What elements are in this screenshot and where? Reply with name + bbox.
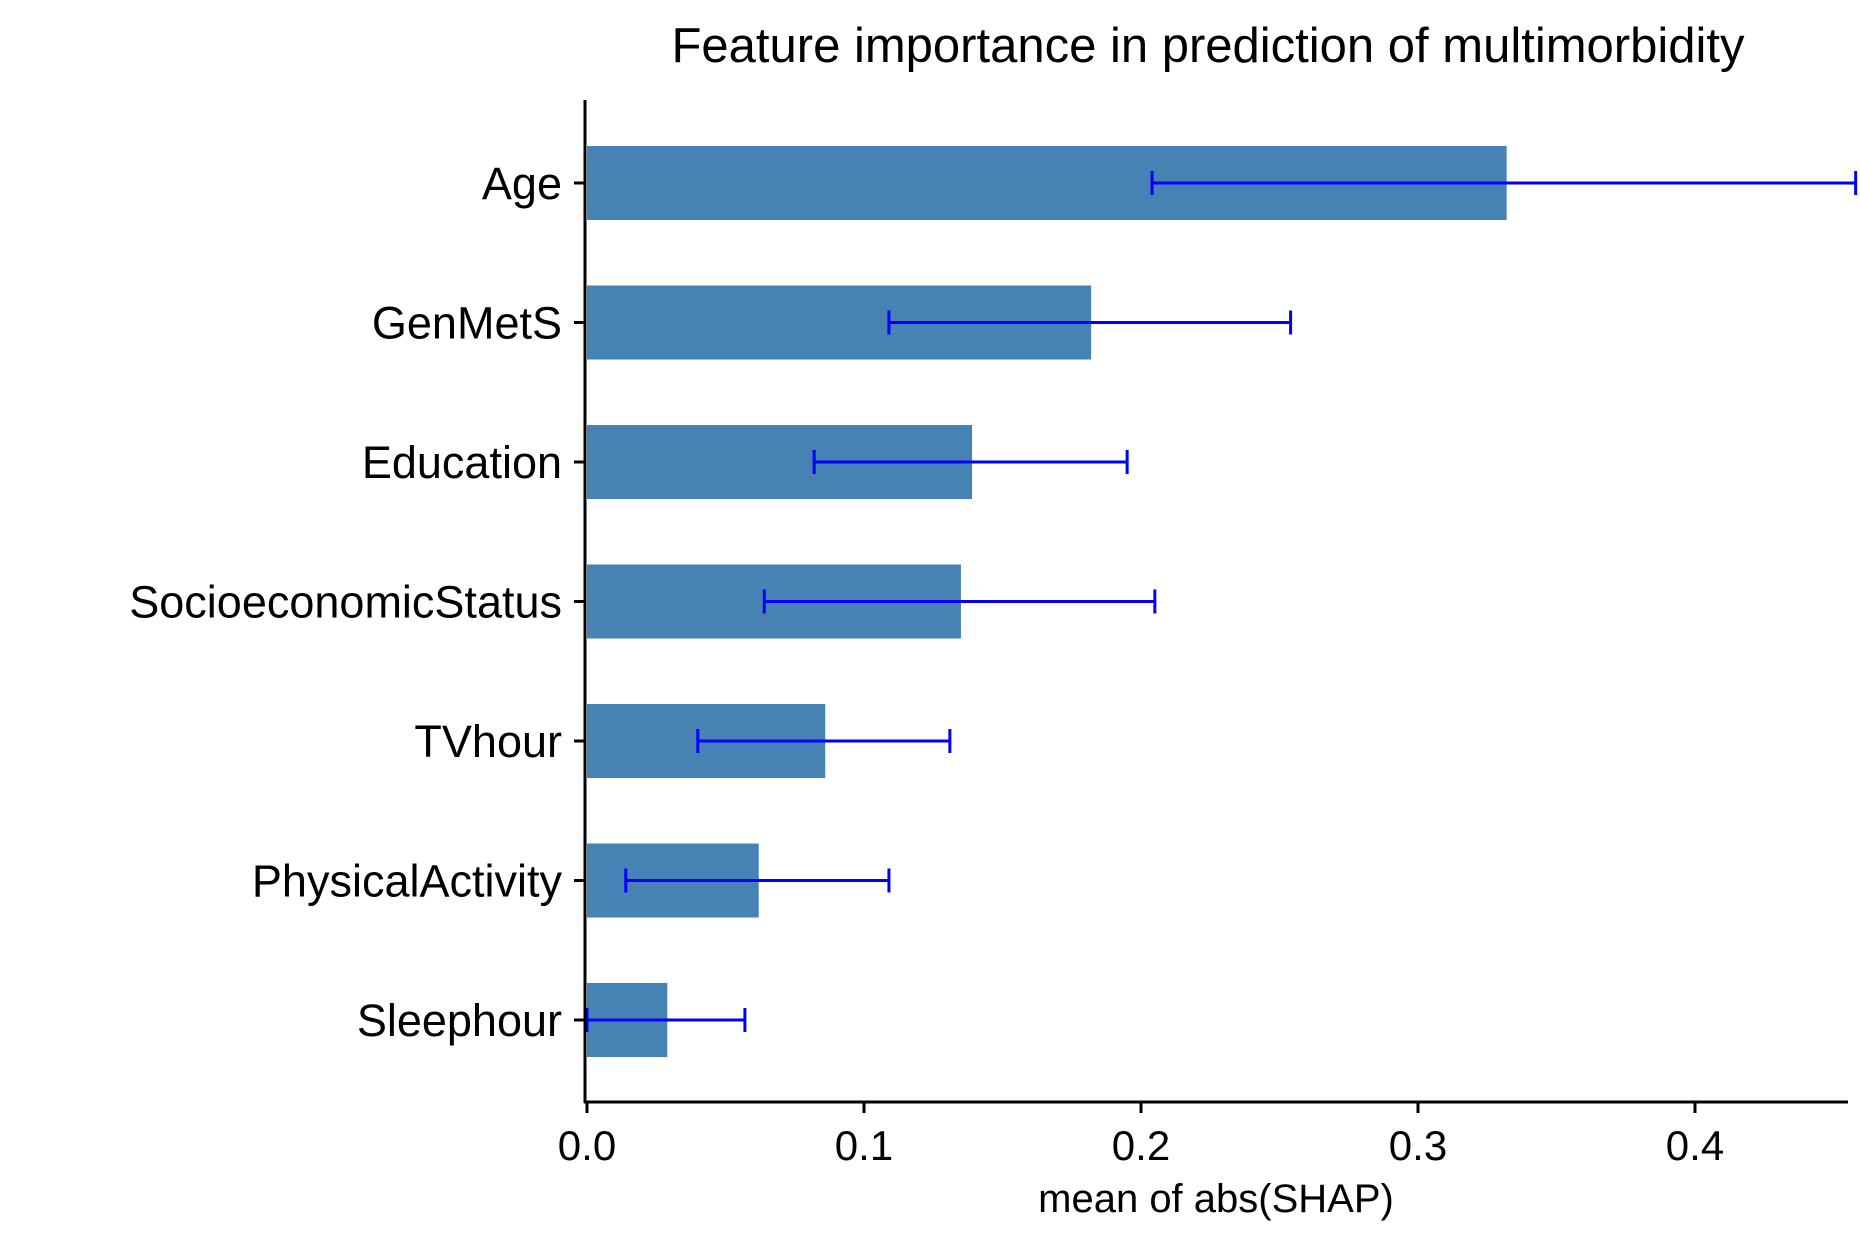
x-axis-title: mean of abs(SHAP) (1038, 1177, 1394, 1221)
y-tick-label-tvhour: TVhour (414, 716, 562, 767)
x-axis-ticks: 0.0 0.1 0.2 0.3 0.4 (558, 1102, 1724, 1169)
x-tick-label-4: 0.4 (1666, 1122, 1724, 1169)
chart-title: Feature importance in prediction of mult… (671, 19, 1745, 73)
y-tick-label-socioeconomicstatus: SocioeconomicStatus (129, 577, 562, 628)
x-tick-label-2: 0.2 (1112, 1122, 1170, 1169)
x-tick-label-0: 0.0 (558, 1122, 616, 1169)
error-bar-education (812, 450, 1129, 474)
error-bar-socioeconomicstatus (762, 589, 1157, 614)
x-tick-label-3: 0.3 (1389, 1122, 1447, 1169)
y-axis-ticks: Age GenMetS Education SocioeconomicStatus TV… (129, 158, 585, 1046)
y-tick-label-sleephour: Sleephour (357, 995, 562, 1046)
error-bar-age (1150, 171, 1858, 195)
error-bar-physicalactivity (624, 868, 891, 893)
error-bar-genmets (887, 310, 1293, 335)
error-bar-tvhour (696, 729, 952, 753)
y-tick-label-physicalactivity: PhysicalActivity (252, 856, 563, 907)
y-tick-label-age: Age (482, 158, 562, 209)
y-tick-label-education: Education (362, 437, 562, 488)
error-bar-sleephour (585, 1008, 747, 1032)
y-tick-label-genmets: GenMetS (372, 298, 562, 349)
x-tick-label-1: 0.1 (835, 1122, 893, 1169)
error-bars-layer (585, 171, 1858, 1032)
